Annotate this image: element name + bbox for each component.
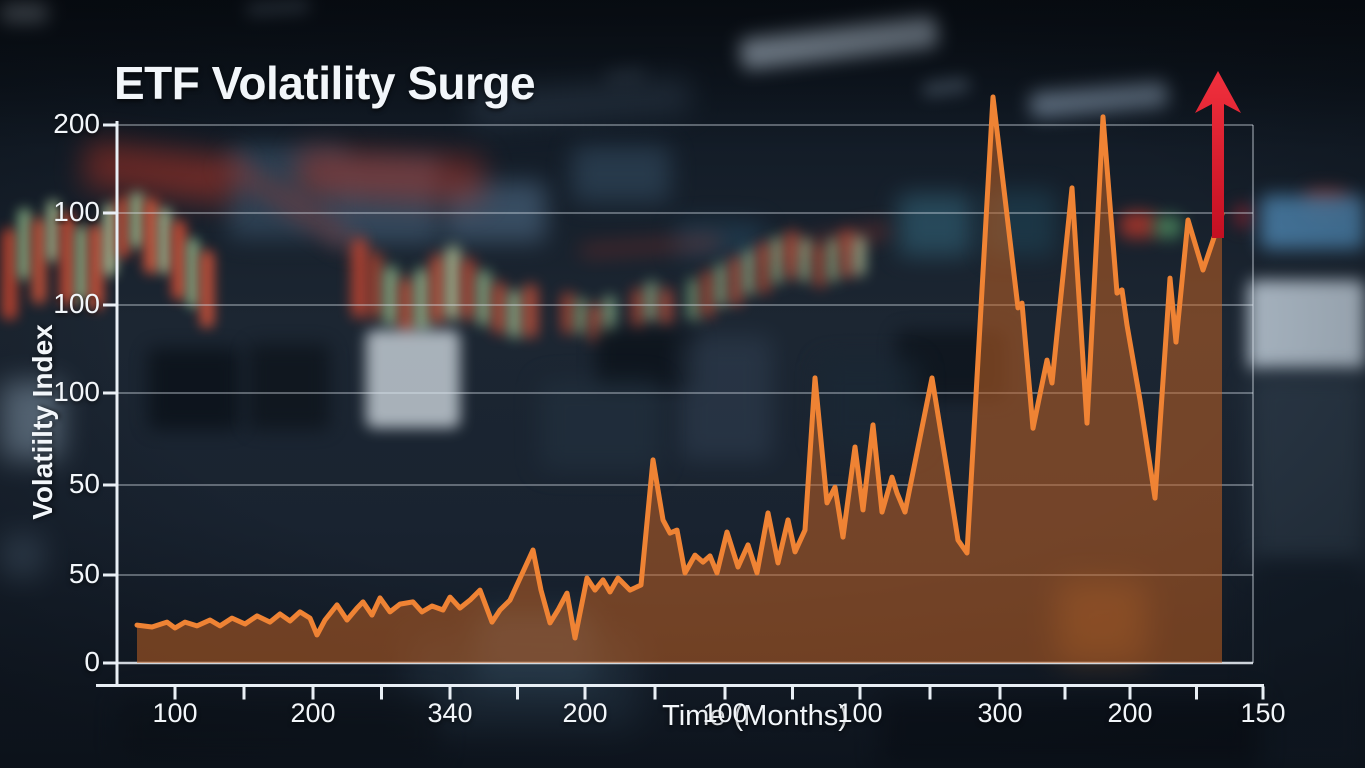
surge-up-arrow-icon <box>1195 71 1241 238</box>
x-tick-label: 200 <box>562 698 608 728</box>
x-tick-label: 100 <box>152 698 198 728</box>
volatility-area-fill <box>137 97 1222 663</box>
volatility-line <box>134 94 1225 641</box>
y-tick-label: 100 <box>53 376 100 407</box>
x-tick-label: 100 <box>837 698 883 728</box>
x-tick-label: 340 <box>427 698 473 728</box>
y-tick-label: 100 <box>53 288 100 319</box>
x-tick-label: 150 <box>1240 698 1286 728</box>
x-axis-label: Time (Months) <box>662 700 848 732</box>
x-tick-label: 200 <box>290 698 336 728</box>
y-tick-label: 50 <box>68 468 100 499</box>
x-tick-label: 100 <box>702 698 748 728</box>
x-tick-label: 200 <box>1107 698 1153 728</box>
y-axis-label: Volatiilty Index <box>27 324 58 520</box>
y-tick-label: 0 <box>84 646 100 677</box>
chart-title: ETF Volatility Surge <box>114 57 536 109</box>
x-tick-label: 300 <box>977 698 1023 728</box>
y-tick-label: 200 <box>53 108 100 139</box>
y-tick-label: 100 <box>53 196 100 227</box>
y-tick-label: 50 <box>68 558 100 589</box>
